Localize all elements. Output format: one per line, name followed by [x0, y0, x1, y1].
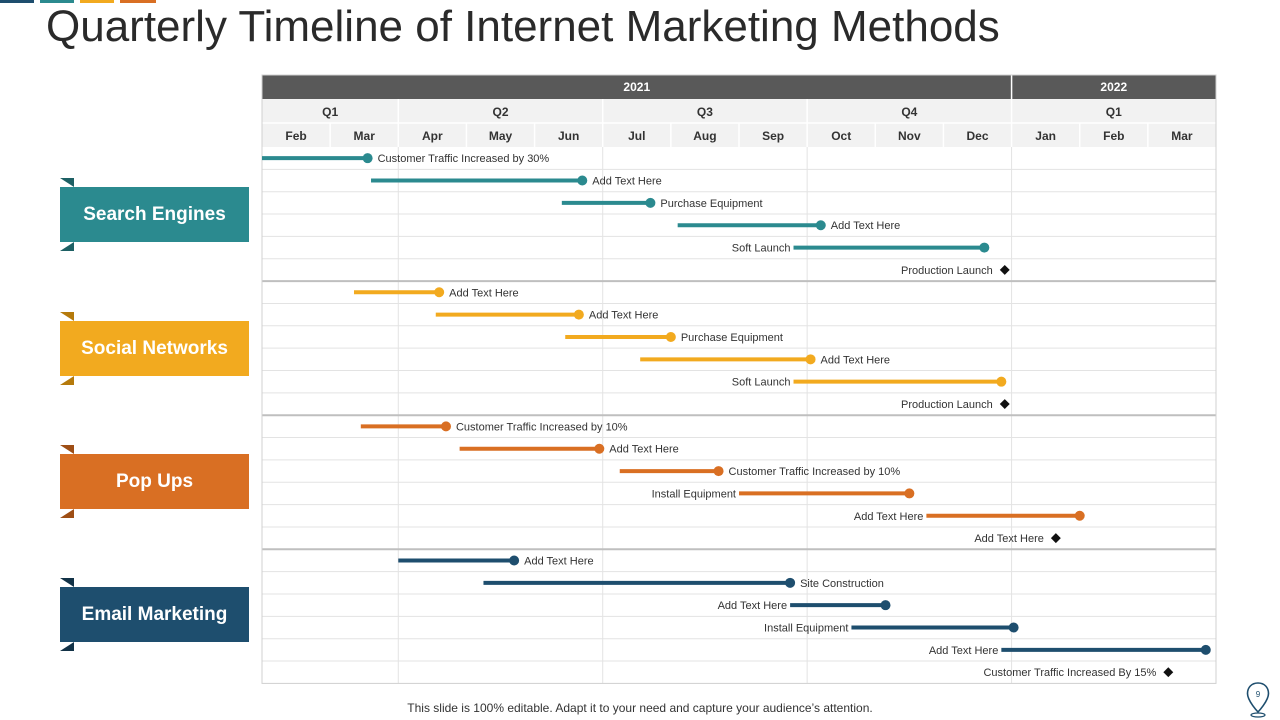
- month-label: Apr: [422, 129, 443, 143]
- task-label: Customer Traffic Increased by 30%: [378, 153, 550, 165]
- task-end-dot: [645, 197, 656, 208]
- month-label: Oct: [831, 129, 851, 143]
- task-label: Add Text Here: [831, 220, 901, 232]
- task-end-dot: [785, 577, 796, 588]
- task-label: Purchase Equipment: [681, 332, 783, 344]
- year-label: 2021: [623, 80, 650, 94]
- milestone-marker: [1050, 533, 1061, 544]
- month-label: May: [489, 129, 513, 143]
- task-end-dot: [573, 309, 584, 320]
- footer-note: This slide is 100% editable. Adapt it to…: [407, 701, 873, 715]
- task-label: Install Equipment: [652, 488, 736, 500]
- task-label: Customer Traffic Increased by 10%: [729, 466, 901, 478]
- task-label: Add Text Here: [821, 354, 891, 366]
- milestone-marker: [1163, 667, 1174, 678]
- month-label: Dec: [966, 129, 988, 143]
- milestone-label: Add Text Here: [974, 533, 1044, 545]
- page-title: Quarterly Timeline of Internet Marketing…: [46, 2, 1000, 51]
- task-label: Add Text Here: [929, 645, 999, 657]
- task-end-dot: [577, 175, 588, 186]
- task-end-dot: [713, 466, 724, 477]
- category-name: Email Marketing: [60, 587, 249, 642]
- month-label: Nov: [898, 129, 921, 143]
- top-accent-line: [0, 0, 34, 3]
- month-label: Aug: [693, 129, 716, 143]
- month-label: Jan: [1035, 129, 1056, 143]
- month-label: Feb: [1103, 129, 1124, 143]
- task-end-dot: [362, 153, 373, 164]
- month-label: Mar: [1171, 129, 1193, 143]
- task-end-dot: [904, 488, 915, 499]
- task-label: Soft Launch: [732, 243, 791, 255]
- task-label: Add Text Here: [609, 444, 679, 456]
- task-end-dot: [509, 555, 520, 566]
- task-end-dot: [1008, 622, 1019, 633]
- task-end-dot: [665, 331, 676, 342]
- month-label: Jul: [628, 129, 645, 143]
- location-pin-icon: 9: [1246, 682, 1270, 718]
- top-accent-line: [80, 0, 114, 3]
- milestone-label: Production Launch: [901, 265, 993, 277]
- task-end-dot: [805, 354, 816, 365]
- month-label: Mar: [354, 129, 376, 143]
- task-end-dot: [979, 242, 990, 253]
- task-label: Add Text Here: [718, 600, 788, 612]
- task-label: Soft Launch: [732, 377, 791, 389]
- task-end-dot: [434, 287, 445, 298]
- milestone-marker: [999, 399, 1010, 409]
- task-end-dot: [594, 443, 605, 454]
- category-name: Search Engines: [60, 187, 249, 242]
- gantt-chart: 2021 2022 Q1 Q2 Q3 Q4 Q1 Feb Mar Apr May Jun Jul Aug S…: [261, 74, 1217, 684]
- quarter-label: Q4: [901, 105, 917, 119]
- task-label: Add Text Here: [854, 511, 924, 523]
- category-name: Pop Ups: [60, 454, 249, 509]
- quarter-label: Q1: [322, 105, 338, 119]
- month-label: Jun: [558, 129, 579, 143]
- task-end-dot: [880, 600, 891, 611]
- task-end-dot: [1074, 510, 1085, 521]
- milestone-label: Production Launch: [901, 399, 993, 411]
- year-label: 2022: [1100, 80, 1127, 94]
- month-label: Sep: [762, 129, 784, 143]
- task-label: Purchase Equipment: [660, 198, 762, 210]
- quarter-label: Q2: [492, 105, 508, 119]
- category-name: Social Networks: [60, 321, 249, 376]
- top-accent-line: [40, 0, 74, 3]
- year-header-band: [262, 75, 1216, 99]
- task-label: Install Equipment: [764, 623, 848, 635]
- top-accent-line: [120, 0, 156, 3]
- task-label: Customer Traffic Increased by 10%: [456, 421, 628, 433]
- month-label: Feb: [285, 129, 306, 143]
- task-label: Add Text Here: [589, 310, 659, 322]
- task-end-dot: [440, 421, 451, 432]
- task-end-dot: [815, 220, 826, 231]
- milestone-marker: [999, 264, 1010, 275]
- task-end-dot: [1200, 644, 1211, 655]
- task-end-dot: [996, 376, 1007, 387]
- task-label: Add Text Here: [449, 287, 519, 299]
- task-label: Add Text Here: [524, 555, 594, 567]
- milestone-label: Customer Traffic Increased By 15%: [983, 667, 1156, 679]
- task-label: Add Text Here: [592, 176, 662, 188]
- task-label: Site Construction: [800, 578, 884, 590]
- quarter-label: Q1: [1106, 105, 1122, 119]
- page-number: 9: [1256, 690, 1261, 699]
- quarter-label: Q3: [697, 105, 713, 119]
- grid-border: [261, 74, 1217, 684]
